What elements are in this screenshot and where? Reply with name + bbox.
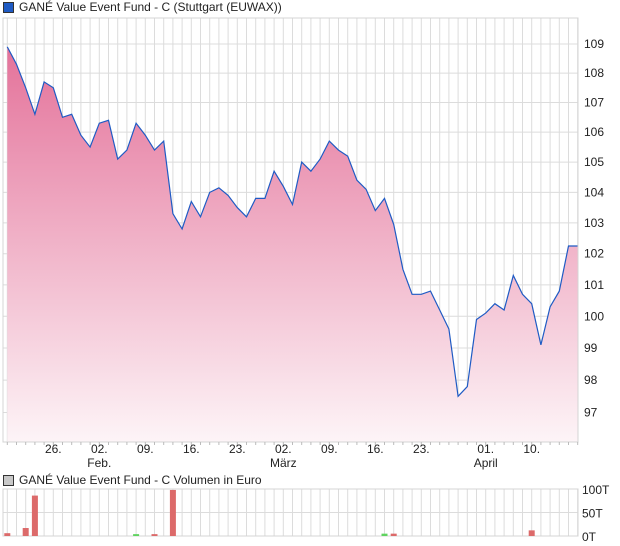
y-tick-label: 108 — [584, 66, 604, 80]
price-line — [6, 46, 578, 398]
volume-bar — [4, 533, 11, 536]
y-tick-label: 107 — [584, 96, 604, 110]
volume-chart-title: GANÉ Value Event Fund - C Volumen in Eur… — [19, 473, 262, 487]
y-tick-label: 101 — [584, 278, 604, 292]
x-month-label: Feb. — [87, 456, 111, 470]
y-tick-label: 97 — [584, 406, 598, 420]
price-legend-swatch — [3, 1, 14, 13]
price-plot-frame — [2, 17, 579, 443]
x-month-label: April — [474, 456, 498, 470]
y-tick-label: 102 — [584, 247, 604, 261]
volume-bar — [22, 528, 29, 536]
price-legend: GANÉ Value Event Fund - C (Stuttgart (EU… — [3, 0, 282, 14]
price-chart: 97 98 99 100 101 102 103 104 105 106 107 108 109 26. 0… — [2, 17, 604, 470]
x-tick-label: 23. — [229, 442, 246, 456]
x-tick-label: 16. — [367, 442, 384, 456]
volume-bar — [169, 489, 176, 536]
x-tick-label: 26. — [45, 442, 62, 456]
x-tick-label: 02. — [275, 442, 292, 456]
x-tick-label: 01. — [477, 442, 494, 456]
y-tick-label: 99 — [584, 341, 598, 355]
volume-y-tick-label: 100T — [582, 483, 610, 497]
volume-y-tick-label: 0T — [582, 530, 597, 544]
y-tick-label: 106 — [584, 125, 604, 139]
volume-plot-frame — [2, 488, 579, 537]
x-tick-label: 16. — [183, 442, 200, 456]
volume-y-tick-label: 50T — [582, 507, 603, 521]
price-chart-title: GANÉ Value Event Fund - C (Stuttgart (EU… — [19, 0, 282, 14]
volume-bar — [151, 534, 158, 536]
x-tick-label: 10. — [523, 442, 540, 456]
volume-bar — [528, 530, 535, 536]
y-tick-label: 103 — [584, 216, 604, 230]
volume-chart: 0T 50T 100T — [2, 483, 610, 544]
x-month-label: März — [270, 456, 297, 470]
x-tick-label: 09. — [321, 442, 338, 456]
x-tick-label: 23. — [413, 442, 430, 456]
volume-bar — [31, 495, 38, 536]
volume-legend-swatch — [3, 474, 14, 486]
volume-bar — [390, 533, 397, 536]
volume-bar — [133, 534, 140, 536]
x-tick-label: 02. — [91, 442, 108, 456]
y-tick-label: 105 — [584, 155, 604, 169]
x-tick-label: 09. — [137, 442, 154, 456]
volume-bar — [381, 533, 388, 536]
y-tick-label: 98 — [584, 373, 598, 387]
y-tick-label: 104 — [584, 185, 604, 199]
y-tick-label: 100 — [584, 309, 604, 323]
y-tick-label: 109 — [584, 37, 604, 51]
volume-legend: GANÉ Value Event Fund - C Volumen in Eur… — [3, 473, 262, 487]
price-area — [7, 46, 578, 442]
